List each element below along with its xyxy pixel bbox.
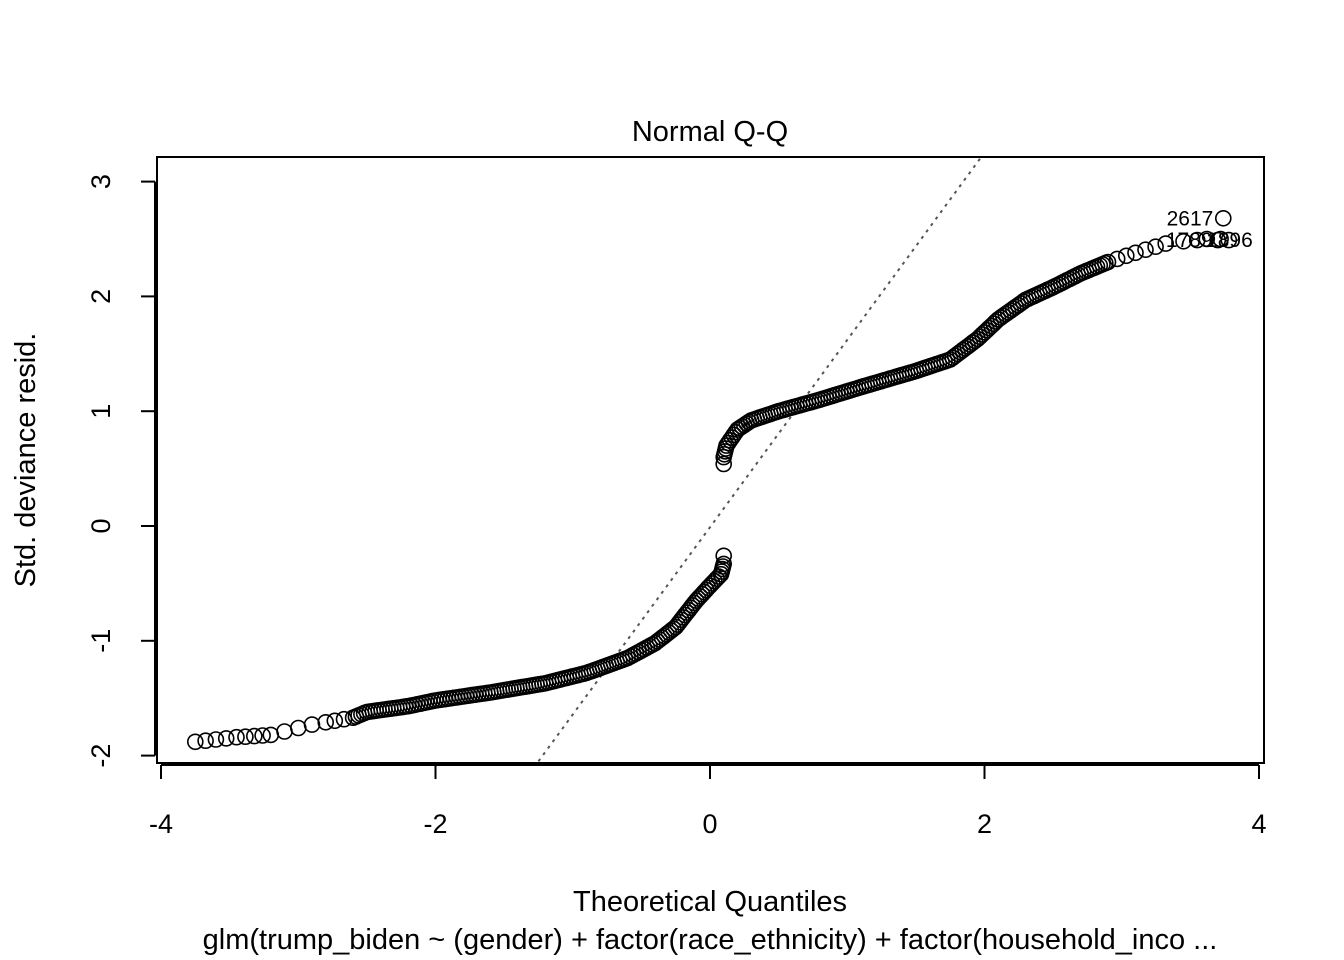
- data-point: [197, 732, 214, 750]
- data-point: [715, 555, 733, 573]
- data-point: [1188, 231, 1206, 249]
- chart-title: Normal Q-Q: [632, 116, 788, 148]
- data-point: [1220, 231, 1238, 249]
- data-point: [237, 728, 254, 746]
- y-tick-label: 3: [86, 174, 116, 189]
- data-point: [1175, 233, 1192, 250]
- y-tick-label: 0: [86, 518, 116, 533]
- model-subtitle: glm(trump_biden ~ (gender) + factor(race…: [203, 924, 1218, 956]
- data-point: [662, 622, 680, 639]
- data-point: [1157, 235, 1174, 252]
- data-point: [1127, 244, 1144, 262]
- x-tick-label: 0: [702, 809, 717, 839]
- data-point: [1118, 247, 1135, 265]
- plot-frame: [156, 156, 1265, 764]
- data-point: [303, 716, 321, 733]
- data-point: [1108, 250, 1126, 268]
- data-point: [1212, 230, 1229, 248]
- data-point: [187, 733, 204, 751]
- data-point: [207, 731, 225, 748]
- data-point: [246, 727, 263, 745]
- data-point: [217, 730, 235, 747]
- x-tick-label: 2: [977, 809, 992, 839]
- data-point: [715, 547, 733, 565]
- y-axis-label: Std. deviance resid.: [10, 333, 42, 588]
- data-point: [1215, 210, 1232, 227]
- y-tick-label: -2: [86, 744, 116, 768]
- data-points: [187, 210, 1238, 751]
- x-axis-label: Theoretical Quantiles: [573, 886, 847, 918]
- y-axis: -2 -1 0 1 2 3: [86, 174, 156, 768]
- data-point: [1147, 238, 1164, 255]
- point-label: 1789: [1166, 229, 1213, 252]
- x-tick-label: -4: [149, 809, 173, 839]
- data-point: [254, 727, 271, 744]
- x-tick-label: -2: [423, 809, 447, 839]
- data-point: [317, 713, 335, 731]
- data-point: [1198, 230, 1216, 248]
- data-point: [326, 712, 344, 730]
- data-point: [1099, 253, 1117, 271]
- y-tick-label: 2: [86, 289, 116, 304]
- data-point: [715, 455, 733, 473]
- point-label: 2617: [1167, 207, 1214, 230]
- x-axis: -4 -2 0 2 4: [149, 764, 1267, 839]
- reference-line: [537, 155, 983, 762]
- data-point: [1137, 241, 1154, 258]
- y-tick-label: 1: [86, 404, 116, 419]
- x-tick-label: 4: [1251, 809, 1266, 839]
- point-label: 1896: [1206, 229, 1253, 252]
- data-point: [228, 728, 245, 746]
- y-tick-label: -1: [86, 629, 116, 653]
